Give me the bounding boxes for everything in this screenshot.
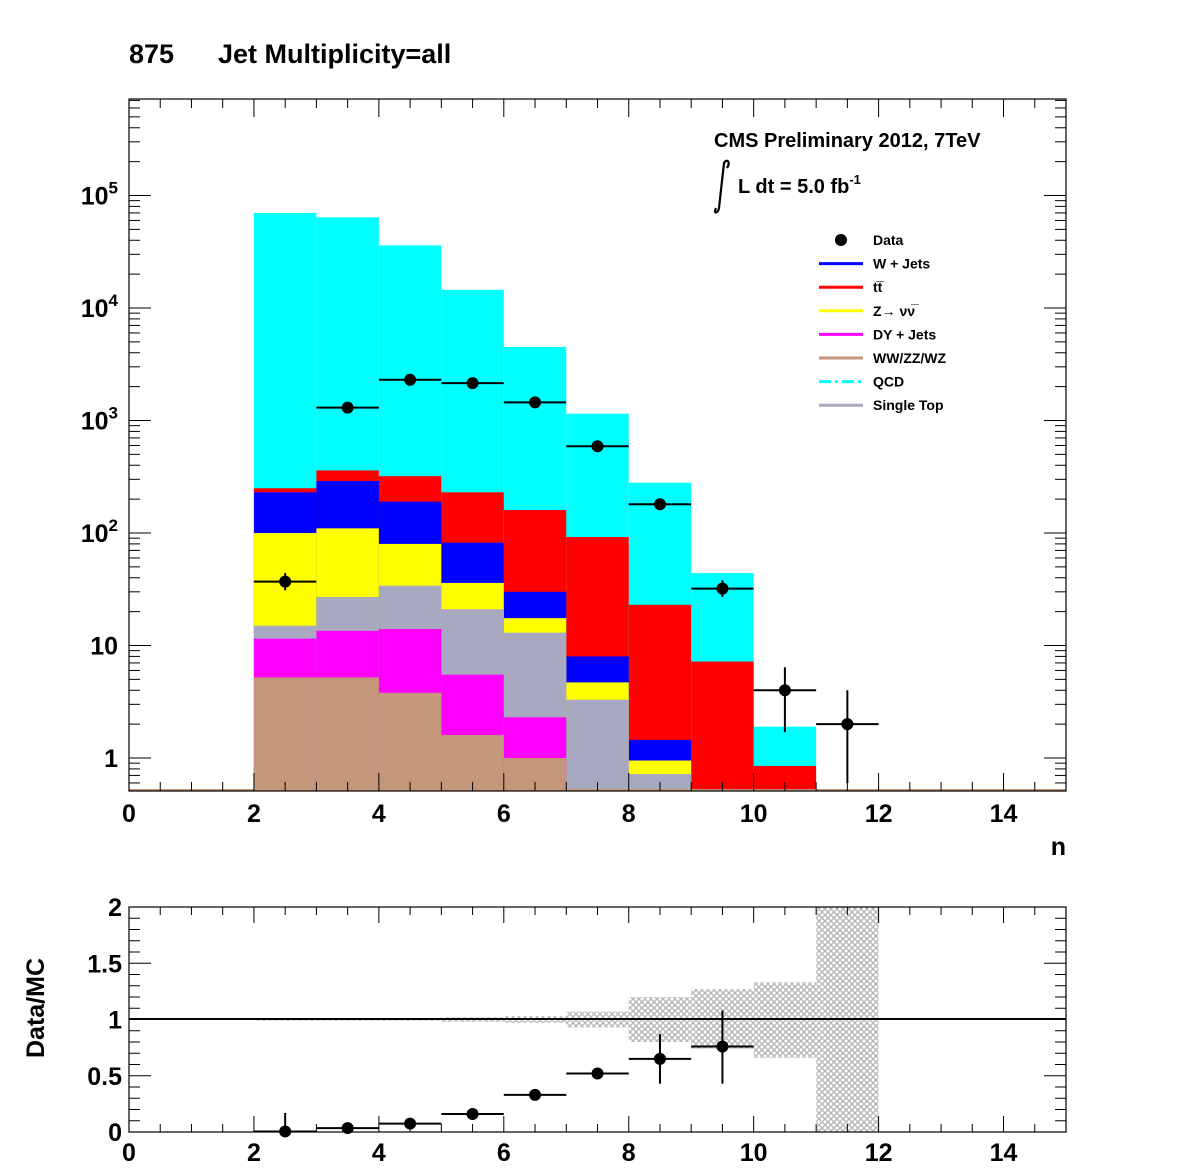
x-tick-label: 6 (497, 800, 511, 828)
ratio-y-tick-label: 1 (108, 1007, 122, 1035)
x-tick-label: 4 (372, 800, 386, 828)
ratio-x-tick-label: 12 (865, 1139, 893, 1167)
stack-bar (253, 677, 317, 791)
y-tick-label: 102 (81, 516, 118, 548)
ratio-x-tick-label: 4 (372, 1139, 386, 1167)
stack-bar (378, 692, 442, 791)
ratio-axis-ticks (128, 906, 1067, 1133)
ratio-x-tick-labels: 0 2 4 6 8 10 12 14 (122, 1139, 1017, 1167)
ratio-point (466, 1108, 479, 1120)
data-point (841, 718, 854, 731)
main-axis-ticks (128, 99, 1067, 791)
legend-entry: QCD (819, 374, 904, 390)
stack-histogram (129, 212, 1066, 792)
data-point (279, 575, 292, 588)
legend-marker (835, 234, 847, 246)
legend-label: WW/ZZ/WZ (873, 350, 947, 366)
legend-entry: W + Jets (819, 256, 930, 272)
data-points (253, 373, 879, 783)
data-point (466, 377, 479, 390)
ratio-point (653, 1052, 666, 1065)
stack-bar (316, 677, 379, 791)
x-tick-label: 2 (247, 800, 261, 828)
chart-title: Jet Multiplicity=all (218, 39, 451, 69)
stack-bar (441, 735, 504, 791)
ratio-y-tick-label: 1.5 (87, 950, 122, 978)
y-tick-label: 105 (81, 179, 118, 211)
data-point (341, 401, 354, 414)
data-point (653, 498, 666, 511)
x-tick-label: 10 (740, 800, 768, 828)
ratio-point (591, 1067, 604, 1080)
ratio-point (529, 1088, 542, 1101)
data-point (529, 396, 542, 409)
y-tick-label: 10 (90, 633, 118, 661)
ratio-y-axis-label: Data/MC (22, 958, 50, 1058)
y-tick-label: 1 (104, 745, 118, 773)
legend-label: Z→ νν̅ (873, 303, 919, 319)
lumi-label: L dt = 5.0 fb-1 (738, 172, 861, 198)
x-axis-label: n (1051, 833, 1066, 861)
legend-label: W + Jets (873, 256, 930, 272)
ratio-x-tick-label: 8 (622, 1139, 636, 1167)
ratio-x-tick-label: 0 (122, 1139, 136, 1167)
legend-label: Single Top (873, 397, 944, 413)
ratio-plot: 0 2 4 6 8 10 12 14 0 0.5 1 1.5 2 Data/MC (22, 894, 1067, 1167)
x-tick-label: 12 (865, 800, 893, 828)
ratio-x-tick-label: 2 (247, 1139, 261, 1167)
ratio-x-tick-label: 6 (497, 1139, 511, 1167)
main-y-tick-labels: 1 10 102 103 104 105 (81, 179, 119, 774)
ratio-point (404, 1117, 417, 1130)
main-plot: 0 2 4 6 8 10 12 14 1 10 102 103 104 105 n CMS Prelim… (81, 98, 1067, 861)
data-point (404, 373, 417, 386)
ratio-y-tick-label: 0 (108, 1119, 122, 1147)
data-point (716, 582, 729, 595)
cms-label: CMS Preliminary 2012, 7TeV (714, 130, 981, 152)
legend-label: tt̅ (873, 279, 884, 295)
ratio-y-tick-labels: 0 0.5 1 1.5 2 (87, 894, 122, 1147)
legend-entry: tt̅ (819, 279, 884, 295)
ratio-y-tick-label: 2 (108, 894, 122, 922)
ratio-band-bin (753, 982, 817, 1058)
chart-number: 875 (129, 39, 174, 69)
legend-label: QCD (873, 374, 904, 390)
ratio-point (716, 1040, 729, 1053)
x-tick-label: 14 (990, 800, 1018, 828)
x-tick-label: 8 (622, 800, 636, 828)
legend-entry: WW/ZZ/WZ (819, 350, 947, 366)
y-tick-label: 103 (81, 404, 118, 436)
ratio-x-tick-label: 10 (740, 1139, 768, 1167)
data-point (778, 684, 791, 697)
legend-entry: Z→ νν̅ (819, 303, 919, 319)
main-x-tick-labels: 0 2 4 6 8 10 12 14 (122, 800, 1017, 828)
legend-entry: DY + Jets (819, 326, 936, 342)
legend-label: DY + Jets (873, 326, 936, 342)
ratio-x-tick-label: 14 (990, 1139, 1018, 1167)
stack-bar (566, 699, 629, 791)
y-tick-label: 104 (81, 291, 119, 323)
legend-label: Data (873, 232, 904, 248)
integral-icon (713, 159, 730, 214)
legend-entry: Data (835, 232, 904, 248)
legend-entry: Single Top (819, 397, 944, 413)
data-point (591, 440, 604, 453)
x-tick-label: 0 (122, 800, 136, 828)
stack-bar (691, 661, 754, 791)
legend: Data W + Jets tt̅ Z→ νν̅ DY + Jets WW/ZZ/WZ QC… (819, 232, 947, 413)
ratio-y-tick-label: 0.5 (87, 1063, 122, 1091)
